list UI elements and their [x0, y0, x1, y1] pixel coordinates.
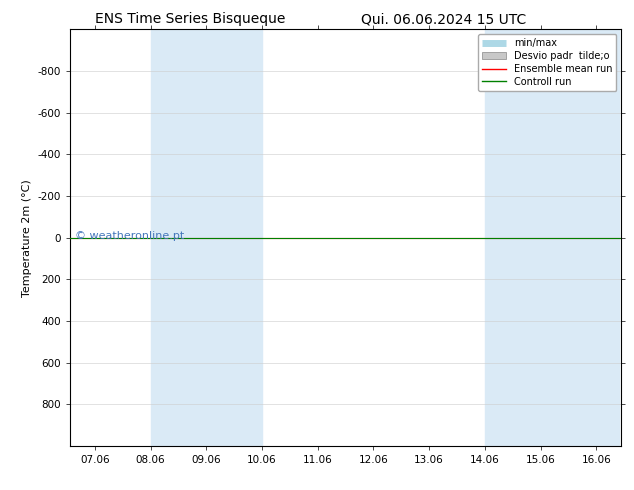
Text: Qui. 06.06.2024 15 UTC: Qui. 06.06.2024 15 UTC: [361, 12, 526, 26]
Bar: [541, 29, 596, 446]
Y-axis label: Temperature 2m (°C): Temperature 2m (°C): [22, 179, 32, 296]
Bar: [485, 29, 541, 446]
Text: © weatheronline.pt: © weatheronline.pt: [75, 231, 184, 242]
Bar: [206, 29, 262, 446]
Text: ENS Time Series Bisqueque: ENS Time Series Bisqueque: [95, 12, 285, 26]
Legend: min/max, Desvio padr  tilde;o, Ensemble mean run, Controll run: min/max, Desvio padr tilde;o, Ensemble m…: [478, 34, 616, 91]
Bar: [150, 29, 206, 446]
Bar: [596, 29, 619, 446]
